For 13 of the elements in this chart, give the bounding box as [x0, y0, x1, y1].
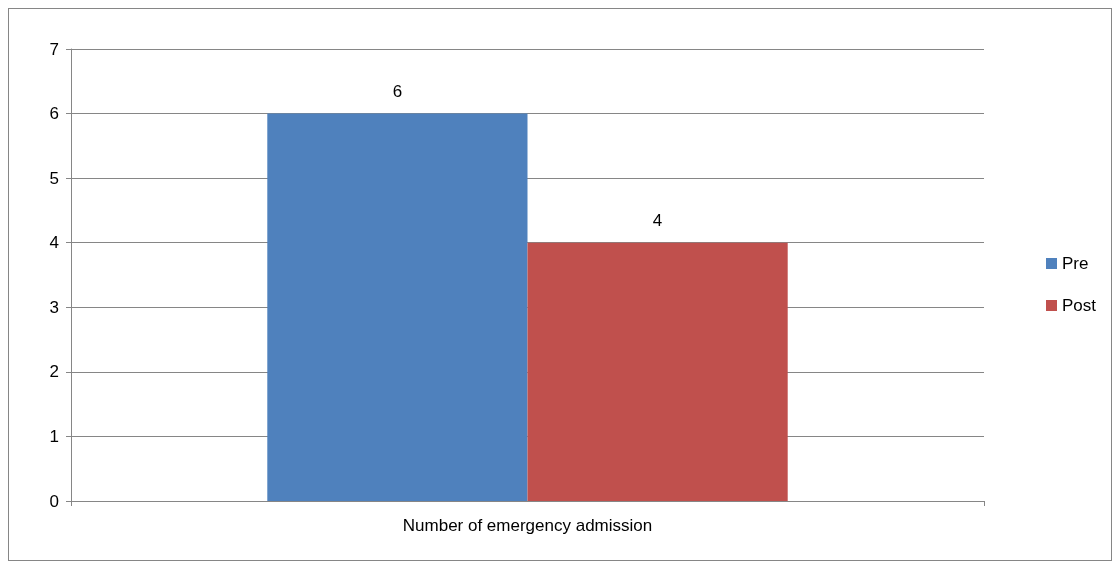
y-tick-label: 3	[49, 297, 59, 317]
x-tick-label: Number of emergency admission	[402, 516, 653, 535]
y-tick-label: 1	[49, 426, 59, 446]
y-tick-label: 0	[49, 491, 59, 511]
data-label: 6	[392, 81, 403, 101]
legend-label: Pre	[1061, 254, 1089, 273]
y-tick-label: 7	[49, 39, 59, 59]
y-tick-label: 2	[49, 362, 59, 382]
y-tick-label: 4	[49, 233, 59, 253]
data-label: 4	[652, 210, 663, 230]
legend-label: Post	[1061, 296, 1097, 315]
y-tick-label: 6	[49, 104, 59, 124]
y-tick-label: 5	[49, 168, 59, 188]
